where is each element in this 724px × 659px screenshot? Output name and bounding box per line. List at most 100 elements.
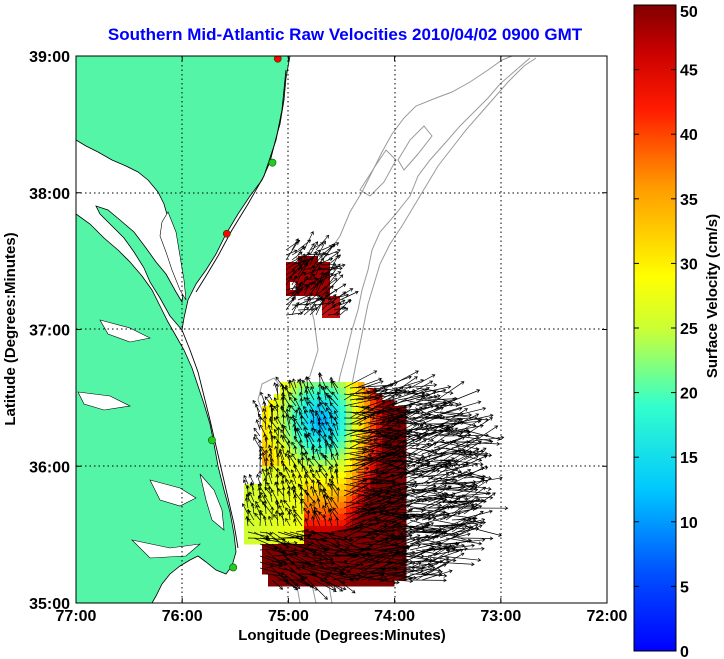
velocity-cell xyxy=(382,556,389,563)
velocity-cell xyxy=(286,490,293,497)
velocity-cell xyxy=(358,424,365,431)
velocity-arrow xyxy=(300,421,309,431)
velocity-cell xyxy=(286,550,293,557)
velocity-arrow xyxy=(307,579,328,600)
velocity-arrow xyxy=(367,399,392,413)
velocity-cell xyxy=(388,556,395,563)
velocity-cell xyxy=(316,448,323,455)
velocity-arrow xyxy=(427,499,446,509)
colorbar-tick-label: 25 xyxy=(680,321,698,338)
velocity-arrow xyxy=(254,433,261,443)
velocity-arrow xyxy=(445,406,487,419)
velocity-cell xyxy=(382,520,389,527)
velocity-cell xyxy=(274,400,281,407)
velocity-arrow xyxy=(292,378,297,389)
velocity-arrow xyxy=(333,299,346,306)
velocity-arrow xyxy=(403,498,421,509)
velocity-cell xyxy=(262,442,269,449)
velocity-arrow xyxy=(433,485,452,497)
velocity-cell xyxy=(262,430,269,437)
velocity-arrow xyxy=(409,472,450,479)
velocity-arrow xyxy=(291,473,297,485)
velocity-cell xyxy=(322,424,329,431)
velocity-cell xyxy=(304,418,311,425)
velocity-arrow xyxy=(301,579,314,588)
colorbar-tick-label: 45 xyxy=(680,63,698,80)
velocity-arrow xyxy=(304,517,309,527)
velocity-cell xyxy=(286,448,293,455)
velocity-arrow xyxy=(337,543,350,550)
velocity-arrow xyxy=(304,480,309,491)
velocity-arrow xyxy=(397,501,443,508)
velocity-cell xyxy=(268,556,275,563)
x-tick-label: 73:00 xyxy=(480,608,521,625)
velocity-cell xyxy=(310,400,317,407)
velocity-arrow xyxy=(397,392,430,401)
velocity-cell xyxy=(310,538,317,545)
velocity-arrow xyxy=(293,513,303,527)
hf-radar-stations xyxy=(208,56,282,572)
velocity-arrow xyxy=(258,470,263,479)
velocity-arrow xyxy=(304,489,315,503)
velocity-arrow xyxy=(415,560,450,581)
velocity-arrow xyxy=(421,569,453,581)
velocity-arrow xyxy=(415,494,455,503)
velocity-cell xyxy=(340,556,347,563)
velocity-cell xyxy=(352,472,359,479)
velocity-arrow xyxy=(333,416,339,431)
velocity-cell xyxy=(346,418,353,425)
velocity-cell xyxy=(280,418,287,425)
velocity-arrow xyxy=(293,494,297,509)
x-tick-label: 72:00 xyxy=(587,608,628,625)
velocity-cell xyxy=(280,550,287,557)
velocity-arrow xyxy=(274,510,279,527)
velocity-arrow xyxy=(397,432,429,449)
velocity-cell xyxy=(352,448,359,455)
velocity-arrow xyxy=(286,440,291,455)
velocity-cell xyxy=(244,484,251,491)
velocity-arrow xyxy=(427,548,464,563)
velocity-arrow xyxy=(275,467,280,479)
y-tick-label: 35:00 xyxy=(29,596,70,613)
colorbar-label: Surface Velocity (cm/s) xyxy=(704,214,721,378)
velocity-cell xyxy=(334,526,341,533)
velocity-arrow xyxy=(297,262,309,281)
velocity-cell xyxy=(394,484,401,491)
velocity-arrow xyxy=(421,414,443,425)
velocity-cell xyxy=(304,448,311,455)
velocity-cell xyxy=(268,502,275,509)
velocity-arrow xyxy=(331,453,339,467)
velocity-arrow xyxy=(317,417,322,431)
velocity-cell xyxy=(382,544,389,551)
velocity-arrow xyxy=(315,448,321,461)
velocity-arrow xyxy=(451,418,483,437)
velocity-cell xyxy=(298,472,305,479)
velocity-arrow xyxy=(379,453,411,473)
velocity-cell xyxy=(340,490,347,497)
velocity-cell xyxy=(286,388,293,395)
velocity-arrow xyxy=(457,448,480,461)
velocity-arrow xyxy=(321,422,327,431)
velocity-arrow xyxy=(326,421,333,431)
velocity-cell xyxy=(304,466,311,473)
velocity-arrow xyxy=(321,293,337,311)
velocity-arrow xyxy=(367,388,388,401)
velocity-arrow xyxy=(385,572,407,581)
velocity-arrow xyxy=(385,395,424,407)
velocity-cell xyxy=(364,472,371,479)
velocity-arrow xyxy=(330,428,339,443)
velocity-cell xyxy=(388,430,395,437)
velocity-arrow xyxy=(343,419,386,437)
velocity-cell xyxy=(400,508,407,515)
velocity-arrow xyxy=(311,443,316,455)
velocity-cell xyxy=(304,514,311,521)
velocity-cell xyxy=(364,538,371,545)
velocity-cell xyxy=(328,382,335,389)
velocity-arrow xyxy=(324,439,329,455)
velocity-arrow xyxy=(397,562,422,575)
velocity-cell xyxy=(292,454,299,461)
velocity-cell xyxy=(340,382,347,389)
velocity-cell xyxy=(316,580,323,587)
velocity-arrow xyxy=(289,531,317,539)
velocity-arrow xyxy=(267,486,273,503)
